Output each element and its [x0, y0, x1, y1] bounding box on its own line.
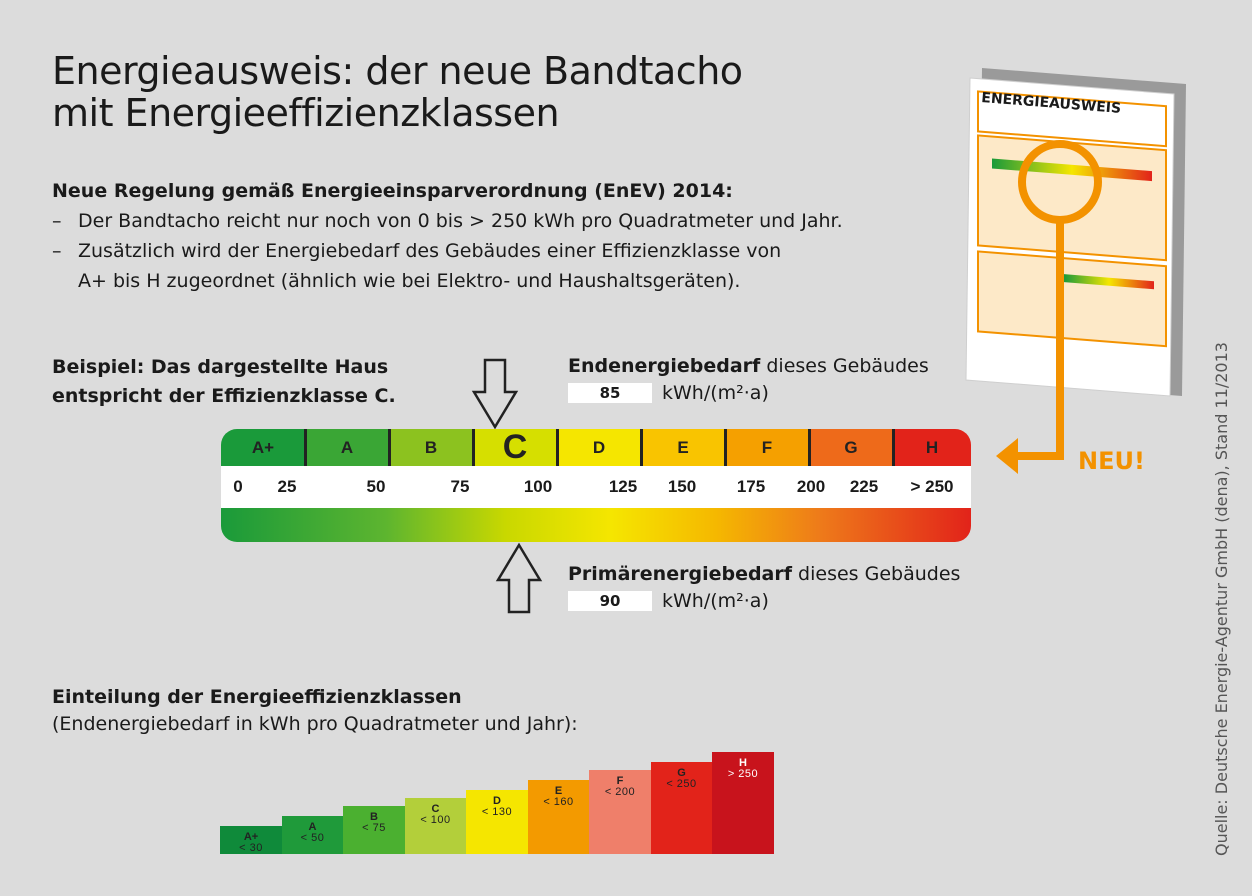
end-energy-demand: Endenergiebedarf dieses Gebäudes 85 kWh/…: [568, 355, 929, 404]
classes-section-title: Einteilung der Energieeffizienzklassen (…: [52, 684, 578, 738]
class-separator: [304, 429, 307, 466]
class-bar-limit: < 160: [543, 796, 574, 808]
class-bar-limit: < 50: [300, 832, 325, 844]
class-bar-a: A < 50: [281, 816, 344, 854]
intro-heading: Neue Regelung gemäß Energieeinsparverord…: [52, 180, 733, 202]
scale-tick-label: 0: [233, 477, 243, 496]
gradient-band: [221, 508, 971, 542]
efficiency-class-c: C: [473, 429, 557, 466]
scale-tick-label: 225: [849, 477, 879, 496]
primary-energy-label: Primärenergiebedarf dieses Gebäudes: [568, 563, 961, 585]
class-separator: [556, 429, 559, 466]
intro-bullet-1: – Der Bandtacho reicht nur noch von 0 bi…: [52, 206, 843, 236]
example-line-1: Beispiel: Das dargestellte Haus: [52, 356, 389, 378]
scale-tick-label: 100: [523, 477, 553, 496]
primary-energy-unit: kWh/(m²·a): [662, 590, 769, 612]
class-bar-f: F < 200: [589, 770, 651, 854]
bullet-dash: –: [52, 240, 62, 262]
class-bar-c: C < 100: [404, 798, 467, 854]
scale-tick-label: 150: [667, 477, 697, 496]
class-bar-limit: < 250: [666, 778, 697, 790]
bullet-2-line-2: A+ bis H zugeordnet (ähnlich wie bei Ele…: [78, 270, 741, 292]
efficiency-class-a: A: [305, 429, 389, 466]
example-line-2: entspricht der Effizienzklasse C.: [52, 385, 396, 407]
class-bar-h: H > 250: [712, 752, 774, 854]
class-bar-label: H: [739, 757, 747, 769]
scale-tick-label: 125: [608, 477, 638, 496]
end-energy-arrow-icon: [471, 358, 519, 430]
energy-certificate-document: [965, 68, 1186, 474]
class-bar-limit: < 75: [362, 822, 386, 834]
classes-heading: Einteilung der Energieeffizienzklassen: [52, 686, 462, 708]
bullet-1-text: Der Bandtacho reicht nur noch von 0 bis …: [78, 210, 843, 232]
class-bar-aplus: A+ < 30: [220, 826, 282, 854]
efficiency-class-f: F: [725, 429, 809, 466]
class-bar-label: B: [370, 811, 378, 823]
class-bar-limit: < 100: [420, 814, 451, 826]
primary-energy-arrow-icon: [495, 542, 543, 614]
efficiency-class-b: B: [389, 429, 473, 466]
class-bar-label: A+: [243, 831, 259, 843]
primary-energy-demand: Primärenergiebedarf dieses Gebäudes 90 k…: [568, 563, 960, 612]
class-separator: [640, 429, 643, 466]
class-bar-label: C: [431, 803, 440, 815]
intro-bullet-2: – Zusätzlich wird der Energiebedarf des …: [52, 236, 843, 266]
class-bar-d: D < 130: [466, 790, 528, 854]
end-energy-unit: kWh/(m²·a): [662, 382, 769, 404]
class-bar-g: G < 250: [650, 762, 713, 854]
page-title: Energieausweis: der neue Bandtacho mit E…: [52, 50, 743, 134]
class-bar-limit: > 250: [727, 768, 759, 780]
class-separator: [808, 429, 811, 466]
class-separator: [892, 429, 895, 466]
class-bar-e: E < 160: [527, 780, 590, 854]
efficiency-class-h: H: [893, 429, 971, 466]
scale-tick-label: 25: [277, 477, 297, 496]
band-tacho: A+ A B C D E F G H 0 25 50 75 100 125 150 175 200 225 > 25…: [221, 429, 971, 542]
new-callout: NEU!: [1078, 447, 1145, 475]
class-separator: [472, 429, 475, 466]
example-text: Beispiel: Das dargestellte Haus entspric…: [52, 353, 396, 411]
efficiency-class-g: G: [809, 429, 893, 466]
primary-energy-value: 90: [568, 591, 652, 611]
efficiency-class-aplus: A+: [221, 429, 305, 466]
class-bar-label: G: [677, 767, 686, 779]
class-bar-limit: < 30: [239, 842, 263, 854]
bullet-dash: –: [52, 210, 62, 232]
efficiency-class-row: A+ A B C D E F G H: [221, 429, 971, 466]
efficiency-class-e: E: [641, 429, 725, 466]
intro-bullet-2-cont: A+ bis H zugeordnet (ähnlich wie bei Ele…: [52, 266, 843, 296]
title-line-1: Energieausweis: der neue Bandtacho: [52, 49, 743, 93]
scale-row: 0 25 50 75 100 125 150 175 200 225 > 250: [221, 466, 971, 508]
class-separator: [388, 429, 391, 466]
scale-tick-label: 50: [366, 477, 386, 496]
end-energy-label: Endenergiebedarf dieses Gebäudes: [568, 355, 929, 377]
intro-section: Neue Regelung gemäß Energieeinsparverord…: [52, 176, 843, 296]
classes-subheading: (Endenergiebedarf in kWh pro Quadratmete…: [52, 713, 578, 735]
class-bar-limit: < 200: [604, 786, 636, 798]
source-credit: Quelle: Deutsche Energie-Agentur GmbH (d…: [1212, 342, 1231, 856]
scale-tick-label: 75: [450, 477, 470, 496]
class-bar-label: F: [616, 775, 624, 787]
scale-tick-label: 175: [736, 477, 766, 496]
scale-tick-label: 200: [796, 477, 826, 496]
efficiency-class-d: D: [557, 429, 641, 466]
class-bar-b: B < 75: [343, 806, 405, 854]
class-bar-label: D: [493, 795, 501, 807]
class-bar-limit: < 130: [481, 806, 513, 818]
end-energy-value: 85: [568, 383, 652, 403]
bullet-2-line-1: Zusätzlich wird der Energiebedarf des Ge…: [78, 240, 782, 262]
title-line-2: mit Energieeffizienzklassen: [52, 91, 560, 135]
class-separator: [724, 429, 727, 466]
class-bar-label: A: [308, 821, 317, 833]
class-bar-label: E: [554, 785, 563, 797]
classes-step-chart: A+ < 30 A < 50 B < 75 C < 100 D < 130 E < 160 F < 200…: [220, 740, 780, 854]
scale-tick-label: > 250: [910, 477, 954, 496]
